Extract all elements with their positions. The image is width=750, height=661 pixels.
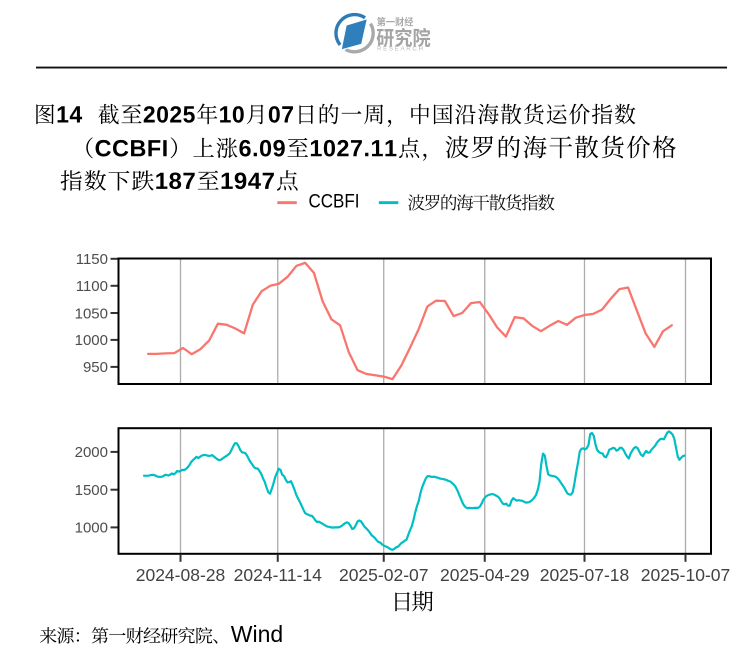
svg-text:1500: 1500 bbox=[75, 482, 108, 499]
svg-text:950: 950 bbox=[83, 359, 108, 376]
svg-text:1150: 1150 bbox=[76, 251, 108, 268]
svg-text:CCBFI: CCBFI bbox=[309, 192, 360, 213]
svg-text:2025-04-29: 2025-04-29 bbox=[440, 565, 530, 585]
svg-text:2025-02-07: 2025-02-07 bbox=[339, 565, 429, 585]
svg-text:1000: 1000 bbox=[75, 520, 108, 537]
svg-text:Wind: Wind bbox=[231, 621, 283, 647]
svg-text:1050: 1050 bbox=[75, 305, 108, 322]
svg-text:1100: 1100 bbox=[76, 278, 108, 295]
svg-text:2024-08-28: 2024-08-28 bbox=[136, 565, 226, 585]
svg-text:2000: 2000 bbox=[75, 444, 108, 461]
svg-text:1000: 1000 bbox=[75, 332, 108, 349]
svg-text:2025-10-07: 2025-10-07 bbox=[641, 565, 731, 585]
svg-text:2024-11-14: 2024-11-14 bbox=[234, 565, 322, 585]
svg-text:2025-07-18: 2025-07-18 bbox=[540, 565, 630, 585]
svg-text:RESEARCH: RESEARCH bbox=[377, 46, 425, 53]
